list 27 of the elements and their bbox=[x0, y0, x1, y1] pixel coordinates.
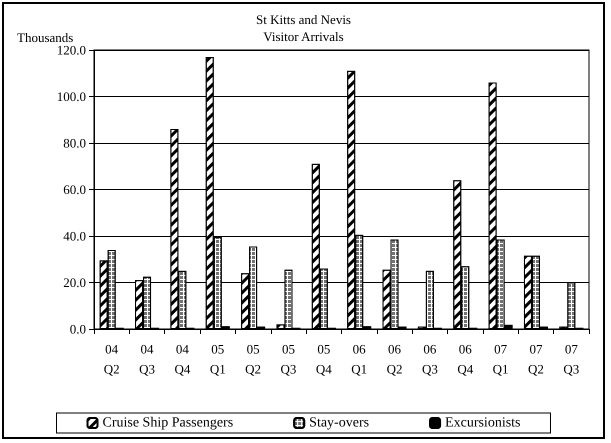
x-tick-label: 05 Q3 bbox=[280, 342, 296, 376]
x-tick-label: 04 Q2 bbox=[104, 342, 120, 376]
legend-label: Excursionists bbox=[445, 416, 520, 430]
chart-title: St Kitts and Nevis bbox=[256, 12, 351, 27]
x-tick-label: 06 Q4 bbox=[457, 342, 474, 376]
y-tick-label: 40.0 bbox=[63, 228, 86, 244]
x-tick-label: 07 Q3 bbox=[563, 342, 580, 376]
legend-label: Stay-overs bbox=[309, 416, 370, 430]
legend-label: Cruise Ship Passengers bbox=[102, 416, 234, 430]
y-tick-label: 80.0 bbox=[63, 136, 86, 150]
chart-subtitle: Visitor Arrivals bbox=[263, 29, 344, 44]
y-tick-label: 20.0 bbox=[63, 275, 86, 290]
x-tick-label: 07 Q2 bbox=[528, 342, 544, 376]
x-tick-label: 05 Q4 bbox=[316, 342, 332, 376]
x-tick-label: 05 Q1 bbox=[210, 342, 226, 376]
x-tick-label: 07 Q1 bbox=[492, 342, 509, 376]
x-tick-label: 06 Q2 bbox=[386, 342, 402, 376]
y-tick-label: 0.0 bbox=[70, 322, 86, 336]
x-tick-label: 04 Q3 bbox=[139, 342, 155, 376]
x-tick-label: 05 Q2 bbox=[245, 342, 262, 376]
y-tick-label: 120.0 bbox=[56, 42, 86, 58]
x-tick-label: 06 Q1 bbox=[351, 342, 368, 376]
x-tick-label: 04 Q4 bbox=[174, 342, 191, 376]
y-axis-title: Thousands bbox=[17, 30, 74, 45]
y-tick-label: 100.0 bbox=[56, 89, 86, 104]
x-tick-label: 06 Q3 bbox=[422, 342, 438, 376]
y-tick-label: 60.0 bbox=[63, 182, 86, 197]
